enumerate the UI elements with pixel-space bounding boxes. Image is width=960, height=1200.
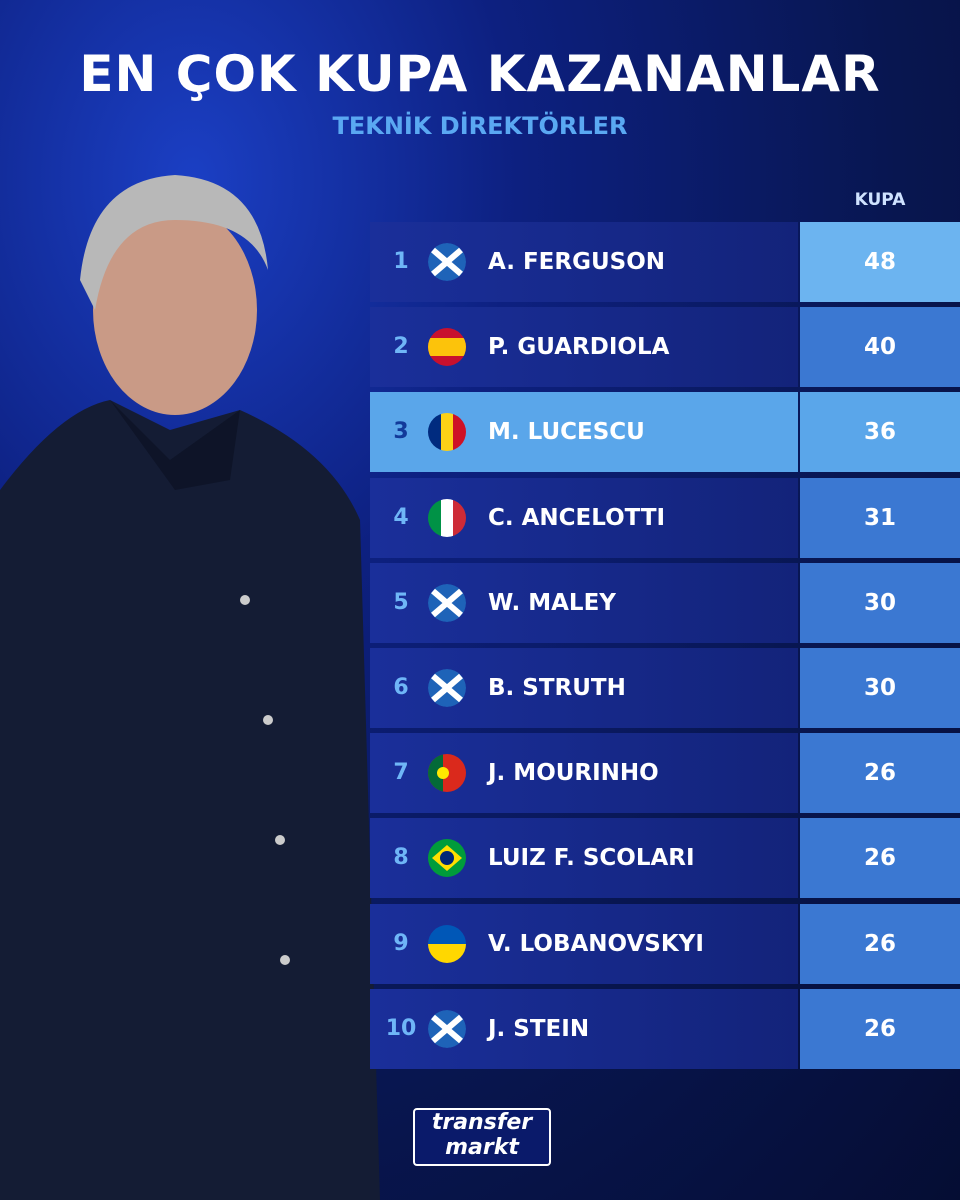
rank: 2	[393, 334, 409, 360]
value-cell	[800, 818, 960, 899]
rank: 3	[393, 419, 409, 445]
trophy-count: 40	[863, 334, 896, 361]
table-row: 5 W. MALEY 30	[370, 562, 960, 643]
rank: 6	[393, 675, 409, 700]
table-row: 3 M. LUCESCU 36	[370, 392, 960, 473]
trophy-count: 26	[863, 845, 896, 872]
table-row: 8 LUIZ F. SCOLARI 26	[370, 818, 960, 899]
logo: transfer markt	[413, 1108, 551, 1166]
trophy-count: 26	[863, 760, 896, 787]
value-cell	[800, 903, 960, 984]
flag	[428, 498, 466, 537]
trophy-count: 31	[863, 504, 896, 531]
rank: 10	[385, 1015, 417, 1041]
coach-name: C. ANCELOTTI	[488, 504, 666, 531]
rank: 9	[393, 930, 409, 956]
table-row: 9 V. LOBANOVSKYI 26	[370, 903, 960, 984]
flag	[428, 669, 466, 707]
trophy-count: 36	[863, 419, 896, 446]
coach-name: J. MOURINHO	[488, 760, 659, 787]
value-cell	[800, 307, 960, 388]
trophy-count: 26	[863, 930, 896, 957]
flag	[428, 243, 466, 281]
logo-text: transfer	[431, 1110, 533, 1135]
table-row: 4 C. ANCELOTTI 31	[370, 477, 960, 558]
rank: 8	[393, 845, 409, 871]
title: EN ÇOK KUPA KAZANANLAR	[79, 45, 881, 103]
table-row: 1 A. FERGUSON 48	[370, 222, 960, 302]
table-row: 2 P. GUARDIOLA 40	[370, 307, 960, 388]
trophy-count: 30	[863, 675, 896, 701]
flag	[428, 413, 466, 452]
flag	[428, 1009, 466, 1048]
flag	[428, 328, 466, 367]
table-row: 10 J. STEIN 26	[370, 988, 960, 1069]
value-cell	[800, 477, 960, 558]
table-row: 7 J. MOURINHO 26	[370, 733, 960, 814]
flag	[428, 839, 466, 878]
subtitle: TEKNİK DİREKTÖRLER	[332, 112, 628, 140]
flag	[428, 924, 466, 963]
coach-name: J. STEIN	[488, 1015, 590, 1042]
trophy-count: 30	[863, 589, 896, 616]
rank: 4	[393, 504, 409, 530]
coach-name: V. LOBANOVSKYI	[488, 930, 704, 957]
value-cell	[800, 392, 960, 473]
value-cell	[800, 733, 960, 814]
coach-name: M. LUCESCU	[488, 419, 645, 446]
rank: 5	[393, 589, 409, 615]
trophy-count: 26	[863, 1015, 896, 1042]
trophy-count: 48	[863, 249, 896, 275]
value-cell	[800, 222, 960, 302]
flag	[428, 754, 466, 793]
logo-text: markt	[445, 1135, 519, 1160]
coach-name: A. FERGUSON	[488, 249, 666, 275]
value-cell	[800, 648, 960, 728]
value-cell	[800, 562, 960, 643]
coach-name: B. STRUTH	[488, 675, 626, 701]
coach-name: LUIZ F. SCOLARI	[488, 845, 695, 872]
column-header: KUPA	[854, 190, 906, 210]
photo	[0, 175, 380, 1200]
rank: 7	[393, 760, 409, 786]
value-cell	[800, 988, 960, 1069]
coach-name: P. GUARDIOLA	[488, 334, 670, 361]
table-row: 6 B. STRUTH 30	[370, 648, 960, 728]
flag	[428, 583, 466, 622]
rank: 1	[393, 249, 409, 274]
coach-name: W. MALEY	[488, 589, 616, 616]
